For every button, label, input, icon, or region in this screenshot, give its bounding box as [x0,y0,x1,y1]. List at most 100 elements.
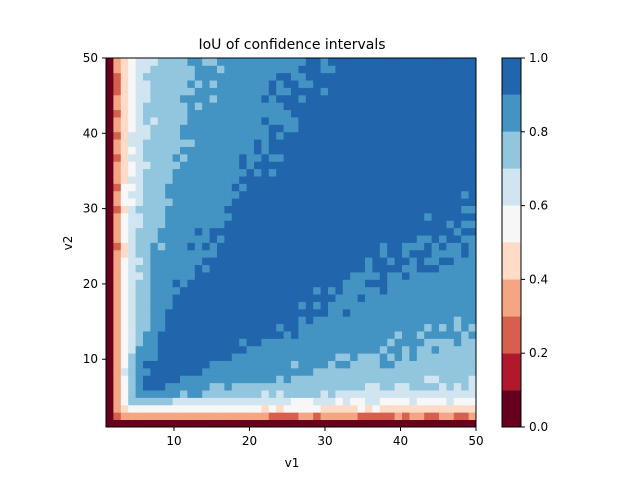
heatmap-cell [217,345,225,354]
heatmap-cell [202,212,210,221]
heatmap-cell [291,345,299,354]
heatmap-cell [283,65,292,74]
heatmap-cell [350,109,358,118]
heatmap-cell [217,58,225,66]
heatmap-cell [461,375,469,384]
heatmap-cell [461,353,469,361]
heatmap-cell [143,176,151,184]
heatmap-cell [180,345,188,354]
heatmap-cell [135,331,144,339]
heatmap-cell [328,72,336,81]
heatmap-cell [387,242,395,251]
heatmap-cell [172,375,181,384]
heatmap-cell [365,360,373,369]
heatmap-cell [276,279,284,288]
heatmap-cell [202,397,210,406]
heatmap-cell [165,212,173,221]
heatmap-cell [276,375,284,384]
heatmap-cell [320,80,329,88]
heatmap-cell [239,212,247,221]
heatmap-cell [379,80,388,88]
heatmap-cell [135,360,144,369]
heatmap-cell [283,109,292,118]
heatmap-cell [439,316,447,325]
heatmap-cell [128,279,136,288]
heatmap-cell [202,153,210,162]
heatmap-cell [453,139,462,147]
heatmap-cell [224,301,233,310]
heatmap-cell [120,146,129,155]
heatmap-cell [217,235,225,243]
heatmap-cell [239,419,247,428]
heatmap-cell [157,412,166,421]
heatmap-cell [157,198,166,206]
heatmap-cell [431,367,440,376]
heatmap-cell [335,131,344,140]
heatmap-cell [305,323,314,332]
heatmap-cell [365,272,373,280]
heatmap-cell [135,257,144,266]
heatmap-cell [291,419,299,428]
heatmap-cell [305,390,314,398]
heatmap-cell [342,360,351,369]
heatmap-cell [157,353,166,361]
heatmap-cell [246,360,255,369]
heatmap-cell [224,412,233,421]
heatmap-cell [143,161,151,170]
heatmap-cell [106,338,114,347]
heatmap-cell [276,212,284,221]
heatmap-cell [342,242,351,251]
heatmap-cell [135,294,144,302]
heatmap-cell [261,331,270,339]
heatmap-cell [209,353,218,361]
heatmap-cell [283,94,292,103]
heatmap-cell [461,382,469,391]
heatmap-cell [446,367,455,376]
heatmap-cell [335,109,344,118]
heatmap-cell [446,301,455,310]
heatmap-cell [446,316,455,325]
heatmap-cell [268,124,277,133]
heatmap-cell [402,360,410,369]
heatmap-cell [313,316,321,325]
heatmap-cell [439,161,447,170]
heatmap-cell [342,190,351,199]
heatmap-cell [261,279,270,288]
heatmap-cell [194,331,203,339]
heatmap-cell [261,117,270,125]
heatmap-cell [394,294,403,302]
heatmap-cell [416,323,425,332]
heatmap-cell [231,212,240,221]
heatmap-cell [261,131,270,140]
heatmap-cell [194,205,203,214]
heatmap-cell [298,205,307,214]
heatmap-cell [165,338,173,347]
heatmap-cell [172,390,181,398]
heatmap-cell [172,345,181,354]
heatmap-cell [202,117,210,125]
heatmap-cell [357,176,366,184]
heatmap-cell [224,294,233,302]
heatmap-cell [157,286,166,295]
heatmap-cell [268,65,277,74]
heatmap-cell [120,249,129,258]
heatmap-cell [261,249,270,258]
heatmap-cell [283,353,292,361]
heatmap-cell [135,131,144,140]
heatmap-cell [180,264,188,273]
heatmap-cell [194,198,203,206]
heatmap-cell [350,94,358,103]
heatmap-cell [387,316,395,325]
heatmap-cell [143,412,151,421]
heatmap-cell [106,404,114,413]
heatmap-cell [424,279,432,288]
heatmap-cell [357,124,366,133]
heatmap-cell [276,87,284,96]
heatmap-cell [283,323,292,332]
heatmap-cell [365,102,373,111]
heatmap-cell [120,198,129,206]
heatmap-cell [172,87,181,96]
heatmap-cell [357,109,366,118]
heatmap-cell [372,375,381,384]
heatmap-cell [379,404,388,413]
